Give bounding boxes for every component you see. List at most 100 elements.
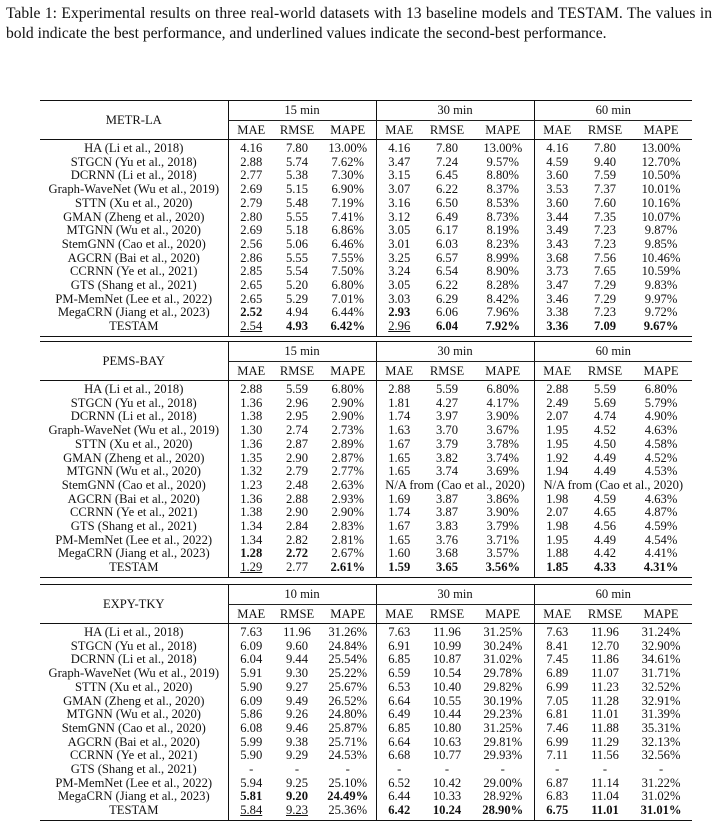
- cell-value: 7.60: [594, 195, 617, 210]
- cell-value: 6.22: [435, 278, 459, 293]
- table-row: GTS (Shang et al., 2021) - - - - - - - - -: [40, 762, 692, 777]
- cell-value: 3.74: [435, 464, 459, 479]
- value-cell: 6.68: [375, 748, 423, 764]
- value-cell: 3.60: [533, 169, 581, 184]
- value-cell: 5.74: [274, 155, 320, 170]
- model-name: MegaCRN (Jiang et al., 2023): [57, 789, 210, 804]
- cell-value: 3.49: [546, 223, 569, 238]
- table-row: Graph-WaveNet (Wu et al., 2019) 5.91 9.30 2…: [40, 666, 692, 681]
- cell-value: 3.05: [388, 278, 411, 293]
- value-cell: 5.90: [227, 748, 274, 764]
- value-cell: 4.59: [580, 492, 630, 507]
- cell-value: 10.87: [432, 652, 462, 667]
- model-name: MegaCRN (Jiang et al., 2023): [57, 305, 210, 320]
- horizon-header: 10 min: [227, 584, 377, 605]
- value-cell: 7.80: [274, 138, 320, 156]
- cell-value: 7.01%: [331, 291, 365, 306]
- value-cell: 6.85: [375, 653, 423, 668]
- cell-value: 1.38: [240, 505, 263, 520]
- cell-value: 2.69: [240, 223, 263, 238]
- value-cell: 31.01%: [630, 803, 693, 821]
- cell-value: 4.41%: [644, 546, 678, 561]
- cell-value: 3.47: [546, 278, 569, 293]
- value-cell: 25.87%: [320, 720, 376, 736]
- model-name: STTN (Xu et al., 2020): [74, 436, 193, 451]
- cell-value: 3.69%: [486, 464, 520, 479]
- cell-value: 5.59: [435, 382, 459, 396]
- cell-value: 9.25: [285, 775, 309, 790]
- cell-value: 2.79: [240, 195, 263, 210]
- value-cell: 8.28%: [472, 278, 534, 293]
- value-cell: 10.33: [422, 790, 472, 804]
- value-cell: 13.00%: [630, 138, 693, 156]
- metric-header: RMSE: [279, 607, 315, 621]
- cell-value: 2.88: [240, 154, 263, 169]
- cell-value: 9.26: [285, 707, 309, 722]
- value-cell: 6.85: [375, 721, 423, 736]
- cell-value: 3.44: [546, 209, 569, 224]
- value-cell: 7.23: [580, 223, 630, 238]
- value-cell: 4.49: [580, 533, 630, 548]
- value-cell: 6.44%: [320, 306, 376, 320]
- value-cell: 5.81: [227, 790, 274, 805]
- cell-value: 29.82%: [483, 679, 523, 694]
- value-cell: 9.72%: [630, 306, 692, 320]
- metric-header: RMSE: [429, 364, 465, 378]
- value-cell: 10.46%: [630, 251, 692, 266]
- model-name: Graph-WaveNet (Wu et al., 2019): [48, 182, 220, 197]
- value-cell: 11.01: [580, 803, 631, 821]
- cell-value: 11.29: [591, 734, 619, 749]
- cell-value: 5.79%: [644, 395, 678, 410]
- value-cell: 2.90%: [320, 396, 376, 411]
- value-cell: 4.93: [274, 319, 320, 337]
- cell-value: 3.82: [435, 450, 459, 465]
- cell-value: 7.80: [435, 141, 459, 155]
- cell-value: 10.40: [432, 679, 462, 694]
- cell-value: 3.25: [388, 250, 411, 265]
- value-cell: 3.87: [422, 492, 472, 507]
- cell-value: 1.67: [388, 519, 411, 534]
- cell-value: 5.06: [285, 236, 309, 251]
- table-row: MegaCRN (Jiang et al., 2023) 1.28 2.72 2.67…: [40, 547, 692, 562]
- cell-value: -: [345, 762, 350, 777]
- dataset-name: METR-LA: [40, 100, 228, 140]
- cell-value: 11.01: [591, 803, 619, 818]
- table-row: STTN (Xu et al., 2020) 1.36 2.87 2.89% 1.67 3…: [40, 436, 692, 452]
- cell-value: 1.74: [388, 505, 411, 520]
- cell-value: 4.59%: [644, 519, 678, 534]
- value-cell: 9.20: [274, 790, 320, 804]
- cell-value: 11.96: [591, 625, 619, 639]
- value-cell: 5.59: [422, 379, 473, 397]
- cell-value: 25.87%: [328, 720, 368, 735]
- cell-value: 6.81: [546, 707, 569, 722]
- cell-value: -: [397, 762, 402, 777]
- table-row: STGCN (Yu et al., 2018) 6.09 9.60 24.84% 6.9…: [40, 639, 692, 654]
- value-cell: 7.92%: [472, 319, 535, 337]
- cell-value: 9.87%: [644, 223, 678, 238]
- value-cell: 29.23%: [472, 707, 534, 722]
- cell-value: 5.54: [285, 264, 309, 279]
- value-cell: 1.59: [375, 560, 423, 578]
- cell-value: 5.90: [240, 679, 263, 694]
- value-cell: 11.96: [274, 622, 320, 640]
- value-cell: 4.41%: [630, 547, 692, 561]
- cell-value: -: [602, 762, 608, 777]
- cell-value: 3.76: [435, 532, 459, 547]
- value-cell: 2.88: [375, 379, 423, 397]
- value-cell: 1.23: [227, 478, 274, 493]
- cell-value: 32.52%: [641, 679, 681, 694]
- value-cell: 25.54%: [320, 653, 376, 667]
- value-cell: 25.10%: [320, 776, 376, 791]
- value-cell: 10.87: [422, 653, 472, 667]
- cell-value: 7.55%: [331, 250, 365, 265]
- cell-value: 7.23: [594, 236, 617, 251]
- value-cell: 9.83%: [630, 278, 692, 293]
- cell-value: 5.29: [285, 291, 309, 306]
- value-cell: 2.48: [274, 477, 320, 493]
- cell-value: 31.01%: [640, 803, 682, 818]
- value-cell: 1.36: [227, 492, 274, 507]
- cell-value: 2.48: [285, 477, 309, 492]
- value-cell: 1.32: [227, 464, 274, 479]
- value-cell: 4.17%: [472, 396, 534, 411]
- cell-value: 4.33: [594, 560, 617, 575]
